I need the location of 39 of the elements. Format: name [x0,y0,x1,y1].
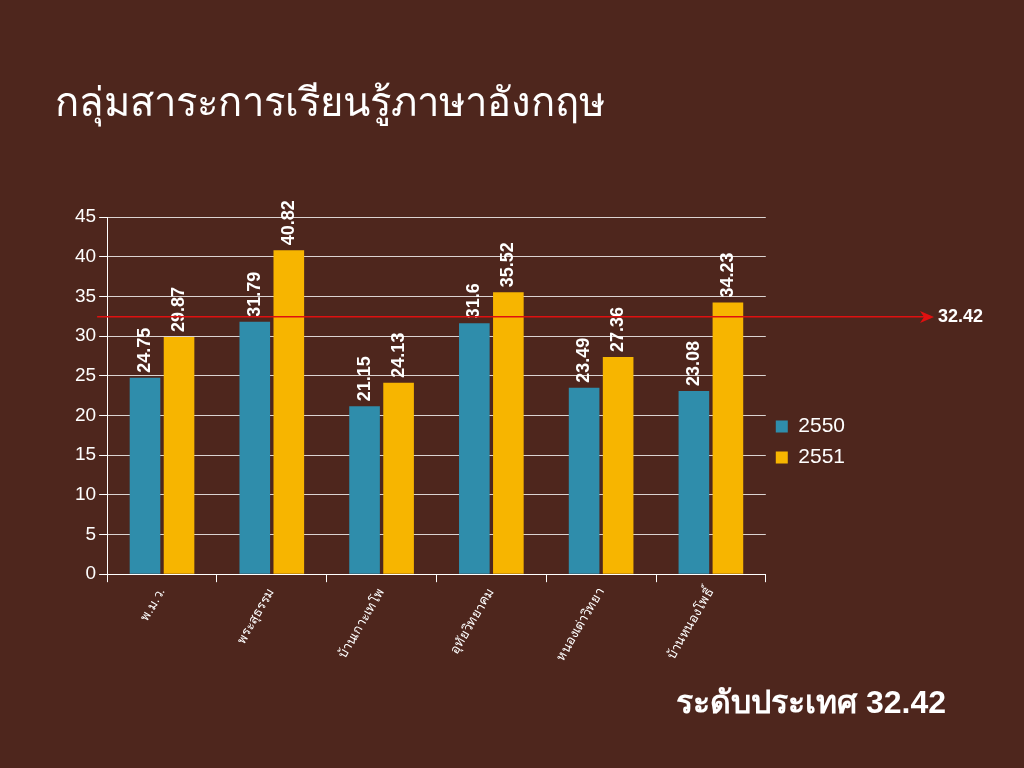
data-label: 40.82 [277,200,298,246]
bar [459,323,490,574]
data-label: 27.36 [607,306,628,353]
y-tick-label: 20 [74,403,97,425]
data-label: 24.13 [387,332,408,378]
y-tick-label: 10 [74,483,97,505]
bar [712,302,744,574]
y-tick-label: 5 [85,522,97,544]
data-label: 24.75 [133,327,154,373]
y-tick-label: 40 [74,244,97,266]
legend-label: 2551 [798,444,845,468]
chart-title: กลุ่มสาระการเรียนรู้ภาษาอังกฤษ [55,79,605,129]
data-label: 29.87 [168,287,189,333]
data-label: 34.23 [716,252,737,298]
data-label: 31.79 [243,271,264,317]
y-tick-label: 30 [74,324,97,346]
data-label: 21.15 [353,356,374,402]
bar [493,292,524,574]
bar [602,357,634,574]
bar [163,337,195,574]
data-label: 31.6 [463,283,484,319]
bar [129,377,161,574]
y-tick-label: 0 [85,562,97,584]
legend-label: 2550 [798,413,845,437]
y-tick-label: 25 [74,363,97,385]
data-label: 35.52 [497,242,518,288]
bar [349,406,380,574]
ref-line-label: 32.42 [938,305,984,326]
bar [239,321,271,574]
y-tick-label: 35 [74,284,97,306]
data-label: 23.08 [682,340,703,386]
y-tick-label: 45 [74,205,97,227]
y-tick-label: 15 [74,443,97,465]
bar [678,390,710,574]
text: ระดับประเทศ 32.42 [676,683,946,722]
bar [273,250,305,574]
bar [568,387,600,574]
bar [383,382,414,574]
data-label: 23.49 [573,337,594,383]
